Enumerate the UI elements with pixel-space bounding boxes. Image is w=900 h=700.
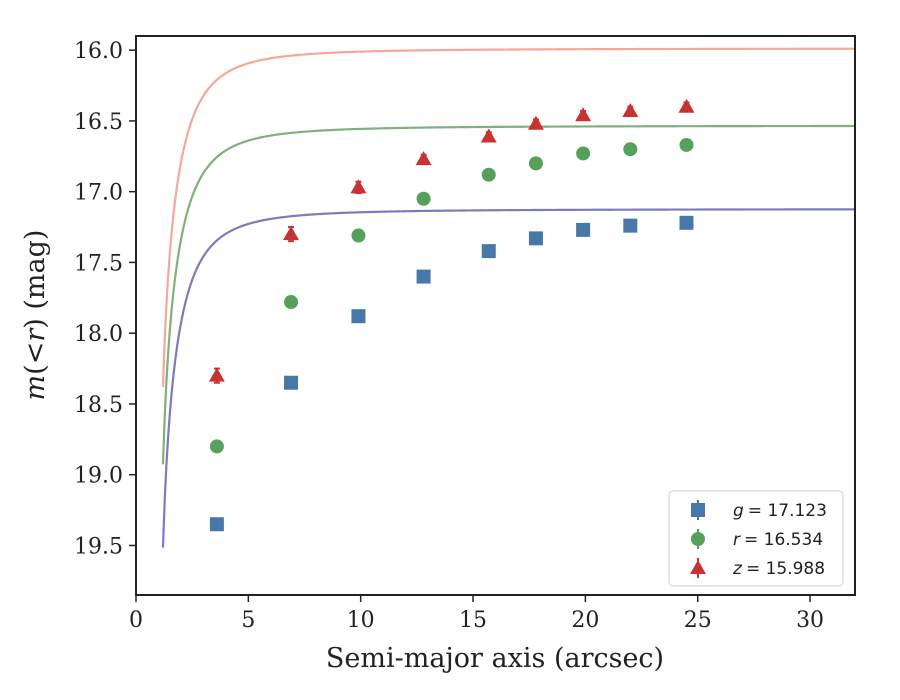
- y-tick-label: 16.5: [74, 110, 123, 135]
- legend-var-g: g: [733, 501, 744, 521]
- point-g: [481, 244, 496, 259]
- point-z: [480, 128, 497, 143]
- legend-label-r: r = 16.534: [733, 530, 823, 550]
- legend-label-g: g = 17.123: [733, 501, 827, 521]
- point-r: [416, 191, 431, 206]
- point-g: [623, 218, 638, 233]
- point-z: [208, 367, 225, 382]
- point-r: [481, 167, 496, 182]
- point-z: [415, 151, 432, 166]
- y-label-r: r: [20, 327, 51, 342]
- point-r: [679, 137, 694, 152]
- y-tick-label: 17.0: [74, 181, 123, 206]
- point-r: [284, 295, 299, 310]
- x-tick-label: 30: [796, 608, 824, 633]
- legend-box: [668, 490, 844, 587]
- y-tick-label: 18.0: [74, 322, 123, 347]
- point-z: [283, 226, 300, 241]
- point-g: [416, 269, 431, 284]
- legend-value-z: = 15.988: [746, 559, 825, 579]
- legend-label-z: z = 15.988: [732, 559, 825, 579]
- point-g: [209, 517, 224, 532]
- fit-line-r: [161, 124, 855, 465]
- legend-marker-g: [691, 503, 705, 517]
- y-axis-label: m(<r) (mag): [20, 230, 51, 401]
- y-tick-label: 17.5: [74, 251, 123, 276]
- series-r: [209, 137, 694, 454]
- point-g: [284, 375, 299, 390]
- y-axis: 16.0 16.5 17.0 17.5 18.0 18.5 19.0 19.5: [74, 39, 136, 559]
- legend-marker-r: [691, 532, 705, 546]
- legend-var-r: r: [733, 530, 741, 550]
- point-r: [351, 228, 366, 243]
- point-r: [209, 439, 224, 454]
- point-z: [622, 103, 639, 118]
- point-z: [575, 107, 592, 122]
- x-axis: 0 5 10 15 20 25 30: [129, 595, 824, 633]
- x-axis-label: Semi-major axis (arcsec): [326, 643, 664, 674]
- point-r: [528, 156, 543, 171]
- y-label-mid: (<: [20, 342, 51, 375]
- y-label-end: ) (mag): [20, 230, 51, 329]
- point-g: [679, 215, 694, 230]
- point-z: [350, 179, 367, 194]
- point-z: [678, 98, 695, 113]
- y-tick-label: 19.0: [74, 464, 123, 489]
- x-tick-label: 15: [459, 608, 487, 633]
- y-label-m: m: [20, 375, 51, 401]
- point-r: [576, 146, 591, 161]
- legend-value-r: = 16.534: [744, 530, 823, 550]
- x-tick-label: 20: [571, 608, 599, 633]
- point-z: [527, 115, 544, 130]
- fit-line-g: [161, 208, 855, 548]
- legend-var-z: z: [732, 559, 743, 579]
- series-z: [208, 98, 695, 384]
- point-g: [528, 231, 543, 246]
- plot-frame: [135, 35, 856, 596]
- point-g: [576, 222, 591, 237]
- y-tick-label: 16.0: [74, 39, 123, 64]
- x-tick-label: 5: [241, 608, 255, 633]
- y-tick-label: 18.5: [74, 393, 123, 418]
- fit-curves: [161, 47, 855, 548]
- point-r: [623, 142, 638, 157]
- fit-line-z: [161, 47, 855, 388]
- x-tick-label: 0: [129, 608, 143, 633]
- x-tick-label: 25: [684, 608, 712, 633]
- series-g: [209, 215, 694, 532]
- x-tick-label: 10: [347, 608, 375, 633]
- legend-marker-z: [690, 560, 706, 574]
- data-markers: [208, 98, 695, 532]
- point-g: [351, 309, 366, 324]
- legend-value-g: = 17.123: [748, 501, 827, 521]
- y-tick-label: 19.5: [74, 534, 123, 559]
